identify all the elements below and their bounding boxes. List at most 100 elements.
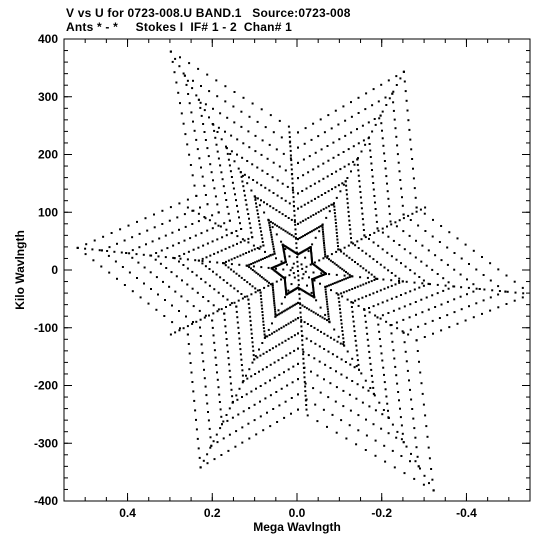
uv-point xyxy=(327,205,330,208)
uv-point xyxy=(278,165,281,168)
uv-point xyxy=(213,349,216,352)
uv-point xyxy=(423,336,426,338)
uv-point xyxy=(225,234,228,237)
uv-point xyxy=(240,125,243,128)
uv-point xyxy=(283,245,286,248)
uv-point xyxy=(324,255,327,258)
uv-point xyxy=(359,191,362,193)
uv-point xyxy=(372,241,375,244)
uv-point xyxy=(283,277,286,280)
uv-point xyxy=(277,359,280,362)
uv-point xyxy=(399,77,402,80)
uv-point xyxy=(217,308,220,311)
y-axis-label: Kilo Wavlngth xyxy=(13,230,27,310)
uv-point xyxy=(317,165,320,168)
uv-point xyxy=(301,348,304,351)
uv-point xyxy=(438,317,441,319)
uv-point xyxy=(497,293,500,296)
uv-point xyxy=(288,247,291,250)
uv-point xyxy=(162,280,164,283)
uv-point xyxy=(181,279,183,282)
uv-point xyxy=(432,489,435,492)
uv-point xyxy=(420,298,423,301)
uv-point xyxy=(382,409,385,411)
uv-point xyxy=(247,130,250,133)
y-tick-label: -400 xyxy=(34,494,58,508)
uv-point xyxy=(276,314,279,317)
uv-point xyxy=(418,276,421,278)
uv-point xyxy=(174,290,177,293)
uv-point xyxy=(359,265,362,268)
uv-point xyxy=(301,267,304,270)
uv-point xyxy=(251,345,254,348)
uv-point xyxy=(415,206,418,209)
uv-point xyxy=(236,398,239,401)
uv-point xyxy=(290,305,293,308)
uv-point xyxy=(261,314,264,317)
uv-point xyxy=(365,92,368,95)
uv-point xyxy=(334,400,337,403)
uv-point xyxy=(147,302,150,305)
uv-point xyxy=(299,307,302,309)
uv-point xyxy=(284,248,287,251)
uv-point xyxy=(414,301,417,303)
uv-point xyxy=(345,193,348,196)
uv-point xyxy=(421,311,424,314)
uv-point xyxy=(270,233,273,236)
uv-point xyxy=(310,253,313,256)
uv-point xyxy=(312,168,315,171)
uv-point xyxy=(398,244,401,246)
uv-point xyxy=(362,229,365,231)
uv-point xyxy=(226,116,229,119)
uv-point xyxy=(278,119,281,122)
uv-point xyxy=(324,288,327,291)
uv-point xyxy=(192,120,194,123)
uv-point xyxy=(155,276,158,279)
uv-point xyxy=(447,281,450,284)
uv-point xyxy=(387,235,390,238)
uv-point xyxy=(331,188,333,191)
uv-point xyxy=(322,208,325,211)
uv-point xyxy=(192,305,195,308)
uv-point xyxy=(310,255,313,258)
uv-point xyxy=(252,262,255,265)
uv-point xyxy=(224,247,227,250)
uv-point xyxy=(436,292,439,295)
uv-point xyxy=(202,459,205,462)
uv-point xyxy=(255,387,257,390)
uv-point xyxy=(216,131,219,133)
uv-point xyxy=(321,316,324,319)
uv-point xyxy=(284,230,287,233)
uv-point xyxy=(209,446,212,449)
uv-point xyxy=(475,268,478,271)
uv-point xyxy=(260,199,262,202)
uv-point xyxy=(407,119,410,122)
uv-point xyxy=(333,202,335,205)
uv-point xyxy=(260,258,262,261)
uv-point xyxy=(380,122,383,125)
uv-point xyxy=(261,368,264,371)
uv-point xyxy=(226,281,229,284)
uv-point xyxy=(260,266,263,269)
uv-point xyxy=(223,312,226,315)
uv-point xyxy=(213,187,216,190)
uv-point xyxy=(381,359,384,362)
uv-point xyxy=(390,279,393,282)
uv-point xyxy=(368,311,371,314)
uv-point xyxy=(292,319,295,322)
uv-point xyxy=(175,275,178,278)
uv-point xyxy=(308,276,310,279)
uv-point xyxy=(206,462,209,465)
uv-point xyxy=(304,127,307,130)
uv-point xyxy=(436,283,439,286)
uv-point xyxy=(239,353,242,356)
uv-point xyxy=(314,228,317,231)
uv-point xyxy=(253,195,256,198)
uv-point xyxy=(206,453,209,456)
uv-point xyxy=(278,343,281,346)
uv-point xyxy=(448,326,451,329)
uv-point xyxy=(166,247,169,250)
uv-point xyxy=(264,278,267,281)
uv-point xyxy=(328,321,331,324)
